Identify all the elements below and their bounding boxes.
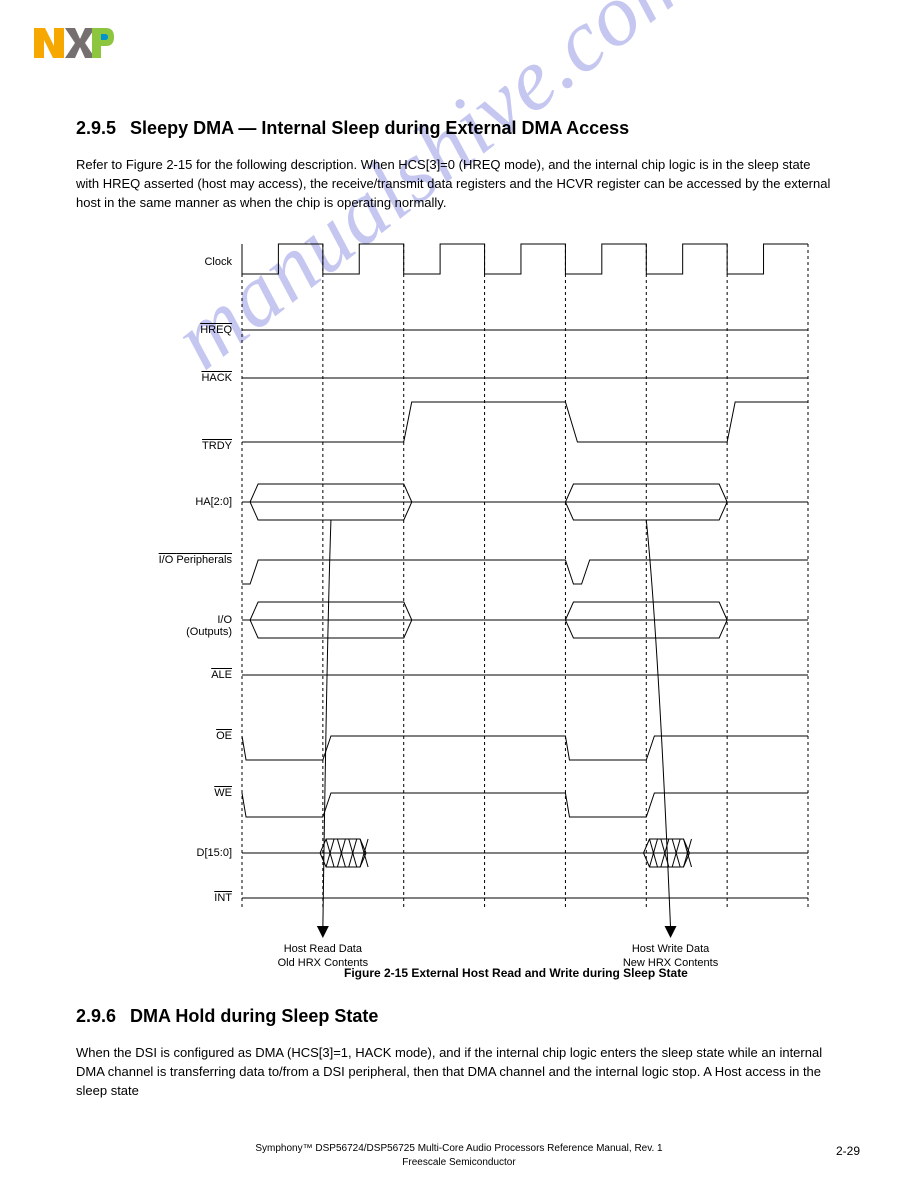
page-number: 2-29 bbox=[836, 1144, 860, 1158]
section-2-9-5-header: 2.9.5 Sleepy DMA — Internal Sleep during… bbox=[76, 118, 629, 139]
section-number: 2.9.6 bbox=[76, 1006, 116, 1027]
figure-caption: Figure 2-15 External Host Read and Write… bbox=[344, 966, 688, 980]
section-text: Refer to Figure 2-15 for the following d… bbox=[76, 156, 836, 213]
section-title: Sleepy DMA — Internal Sleep during Exter… bbox=[130, 118, 629, 139]
doc-title: Symphony™ DSP56724/DSP56725 Multi-Core A… bbox=[0, 1143, 918, 1154]
nxp-logo bbox=[32, 22, 114, 62]
page-footer: Symphony™ DSP56724/DSP56725 Multi-Core A… bbox=[0, 1143, 918, 1168]
timing-svg: Host Read DataOld HRX ContentsHost Write… bbox=[92, 220, 812, 980]
section-text-2: When the DSI is configured as DMA (HCS[3… bbox=[76, 1044, 836, 1101]
timing-diagram: Clock HREQ HACK TRDY HA[2:0] I/O Periphe… bbox=[92, 220, 812, 970]
svg-text:Host Read Data: Host Read Data bbox=[284, 943, 363, 955]
section-title: DMA Hold during Sleep State bbox=[130, 1006, 378, 1027]
publisher: Freescale Semiconductor bbox=[0, 1157, 918, 1168]
section-number: 2.9.5 bbox=[76, 118, 116, 139]
svg-text:Host Write Data: Host Write Data bbox=[632, 943, 710, 955]
section-2-9-6-header: 2.9.6 DMA Hold during Sleep State bbox=[76, 1006, 836, 1027]
